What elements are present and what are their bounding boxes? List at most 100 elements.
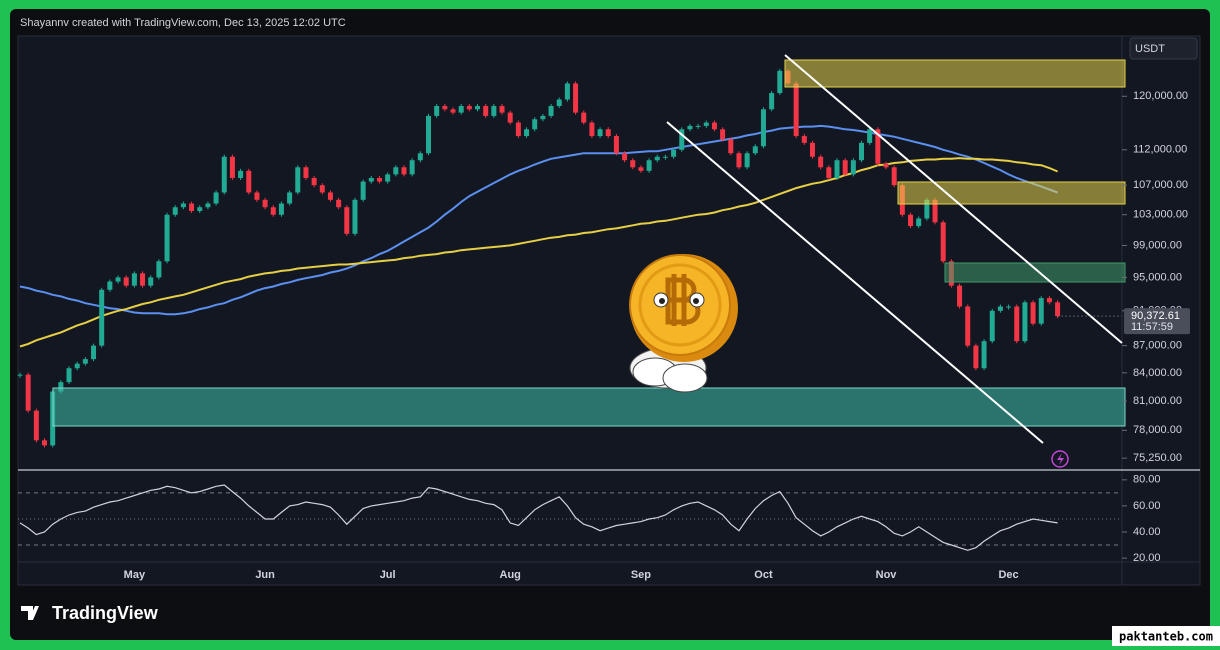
y-tick-label: 103,000.00 — [1133, 209, 1188, 221]
candle — [385, 174, 391, 182]
currency-box — [1129, 37, 1198, 60]
candle — [254, 192, 260, 200]
y-tick-label: 20.00 — [1133, 552, 1161, 564]
candle — [270, 207, 276, 215]
candle — [295, 167, 301, 193]
candle — [327, 192, 333, 200]
y-tick-label: 112,000.00 — [1133, 144, 1187, 156]
candle — [156, 261, 162, 278]
candle — [581, 112, 587, 123]
candle — [1038, 298, 1044, 324]
candle — [466, 106, 472, 110]
candle — [630, 160, 636, 168]
drawings — [52, 54, 1126, 444]
candle — [475, 106, 481, 110]
candle — [997, 306, 1003, 311]
candle — [728, 139, 734, 154]
candle — [352, 199, 358, 234]
candle — [679, 129, 685, 150]
candle — [1055, 302, 1061, 317]
alert-icon — [1051, 450, 1069, 468]
candle — [703, 122, 709, 126]
candle — [916, 218, 922, 227]
candle — [450, 109, 456, 113]
rsi — [19, 484, 1058, 551]
candle — [777, 70, 783, 94]
y-tick-label: 87,000.00 — [1133, 340, 1182, 352]
candle — [793, 83, 799, 137]
candle — [605, 129, 611, 137]
candle — [809, 142, 815, 157]
candle — [695, 125, 701, 127]
x-tick-label: May — [124, 569, 146, 581]
y-tick-label: 84,000.00 — [1133, 367, 1182, 379]
y-tick-label: 80.00 — [1133, 474, 1161, 486]
candle — [33, 410, 39, 441]
candle — [393, 167, 399, 175]
candle — [336, 199, 342, 208]
y-tick-label: 81,000.00 — [1133, 395, 1182, 407]
candle — [66, 368, 72, 383]
candle — [548, 106, 554, 116]
candle — [140, 273, 146, 286]
candle — [883, 163, 889, 168]
y-tick-label: 107,000.00 — [1133, 179, 1188, 191]
candle — [180, 203, 186, 208]
candle — [42, 440, 48, 446]
candle — [319, 185, 325, 193]
candle — [344, 207, 350, 234]
candle — [736, 153, 742, 168]
candle — [287, 192, 293, 204]
bitcoin-mascot — [629, 254, 738, 393]
watermark: paktanteb.com — [1119, 630, 1213, 644]
coin — [629, 254, 731, 356]
candle — [940, 222, 946, 262]
candle — [638, 167, 644, 171]
x-tick-label: Sep — [631, 569, 651, 581]
moving-average — [19, 124, 1058, 316]
price-label-box — [1124, 308, 1190, 335]
candle — [834, 160, 840, 178]
candle — [524, 129, 530, 137]
candle — [74, 363, 80, 369]
y-tick-label: 95,000.00 — [1133, 271, 1182, 283]
candle — [376, 177, 382, 182]
candle — [532, 119, 538, 130]
candle — [189, 203, 195, 211]
candle — [115, 277, 121, 282]
candle — [826, 167, 832, 178]
candle — [458, 106, 464, 113]
candle — [597, 129, 603, 137]
pupil — [659, 298, 665, 304]
candle — [123, 277, 129, 286]
logo-icon — [21, 606, 39, 620]
pupil — [693, 298, 699, 304]
rsi-levels — [18, 492, 1122, 546]
candle — [213, 192, 219, 204]
candle — [769, 93, 775, 110]
price-label: 90,372.61 — [1131, 310, 1180, 322]
candle — [573, 83, 579, 113]
countdown: 11:57:59 — [1131, 321, 1173, 333]
y-tick-label: 40.00 — [1133, 526, 1161, 538]
candle — [850, 160, 856, 175]
candle — [368, 177, 374, 182]
candle — [744, 153, 750, 168]
candle — [426, 115, 431, 154]
header: Shayannv created with TradingView.com, D… — [20, 17, 346, 29]
candle — [622, 153, 628, 161]
candle — [442, 106, 448, 110]
candle — [720, 129, 726, 140]
watermark-box — [1112, 626, 1220, 646]
candle — [1022, 302, 1028, 342]
chart-area — [17, 35, 1201, 586]
glove — [662, 363, 708, 393]
candle — [965, 306, 971, 346]
candle — [205, 203, 211, 208]
candle — [401, 167, 407, 175]
candle — [409, 160, 415, 175]
y-tick-label: 75,250.00 — [1133, 452, 1182, 464]
candle — [842, 160, 848, 175]
coin-symbol — [665, 274, 701, 326]
